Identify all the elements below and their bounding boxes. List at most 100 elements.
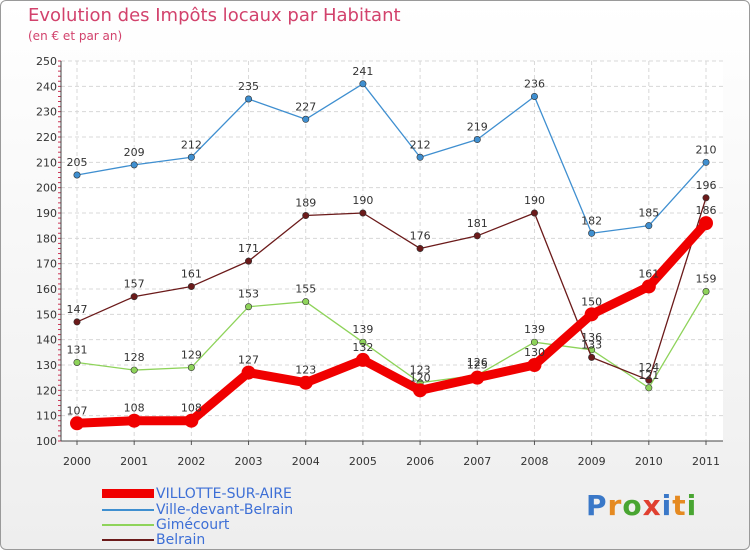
data-point bbox=[302, 115, 310, 123]
y-tick-label: 220 bbox=[36, 131, 57, 144]
data-point bbox=[245, 303, 253, 311]
data-label: 189 bbox=[295, 197, 316, 210]
y-tick-label: 120 bbox=[36, 384, 57, 397]
data-label: 161 bbox=[638, 267, 659, 280]
data-point bbox=[302, 212, 310, 220]
y-tick-label: 170 bbox=[36, 258, 57, 271]
logo-letter: t bbox=[672, 489, 687, 522]
data-point bbox=[702, 158, 710, 166]
data-point bbox=[641, 279, 656, 294]
x-tick-label: 2001 bbox=[120, 455, 148, 468]
data-label: 185 bbox=[638, 207, 659, 220]
data-point bbox=[473, 232, 481, 240]
logo-letter: o bbox=[622, 489, 643, 522]
chart-title: Evolution des Impôts locaux par Habitant bbox=[28, 5, 401, 26]
data-label: 227 bbox=[295, 100, 316, 113]
data-point bbox=[184, 413, 199, 428]
legend-label: Belrain bbox=[156, 531, 206, 548]
data-label: 108 bbox=[181, 402, 202, 415]
data-label: 150 bbox=[581, 295, 602, 308]
x-tick-label: 2005 bbox=[349, 455, 377, 468]
data-label: 182 bbox=[581, 214, 602, 227]
data-point bbox=[70, 416, 84, 431]
data-point bbox=[298, 375, 313, 390]
data-point bbox=[645, 376, 653, 384]
data-label: 212 bbox=[181, 138, 202, 151]
y-tick-label: 100 bbox=[36, 435, 57, 448]
data-label: 210 bbox=[696, 143, 717, 156]
data-label: 123 bbox=[295, 364, 316, 377]
data-label: 176 bbox=[410, 229, 431, 242]
y-tick-label: 210 bbox=[36, 156, 57, 169]
data-label: 181 bbox=[467, 217, 488, 230]
data-point bbox=[473, 136, 481, 144]
y-tick-label: 130 bbox=[36, 359, 57, 372]
x-tick-label: 2002 bbox=[177, 455, 205, 468]
data-label: 139 bbox=[524, 323, 545, 336]
x-tick-label: 2000 bbox=[63, 455, 91, 468]
series-line-2 bbox=[76, 290, 707, 389]
data-point bbox=[645, 384, 653, 392]
data-label: 131 bbox=[67, 343, 88, 356]
data-point bbox=[245, 95, 253, 103]
data-label: 120 bbox=[410, 371, 431, 384]
x-tick-label: 2006 bbox=[406, 455, 434, 468]
y-tick-label: 140 bbox=[36, 334, 57, 347]
data-label: 209 bbox=[124, 146, 145, 159]
logo-letter: r bbox=[607, 489, 623, 522]
legend-item: VILLOTTE-SUR-AIRE bbox=[102, 486, 292, 502]
data-label: 157 bbox=[124, 278, 145, 291]
data-point bbox=[416, 153, 424, 161]
data-point bbox=[702, 194, 710, 202]
chart-subtitle: (en € et par an) bbox=[28, 29, 123, 43]
data-point bbox=[187, 282, 195, 290]
logo-letter: x bbox=[642, 489, 662, 522]
y-tick-label: 160 bbox=[36, 283, 57, 296]
data-point bbox=[530, 92, 538, 100]
data-point bbox=[127, 413, 142, 428]
data-label: 124 bbox=[638, 361, 659, 374]
data-point bbox=[527, 358, 542, 372]
x-tick-label: 2007 bbox=[463, 455, 491, 468]
plot-area bbox=[61, 61, 723, 441]
x-tick-label: 2004 bbox=[292, 455, 320, 468]
data-label: 219 bbox=[467, 121, 488, 134]
data-point bbox=[702, 288, 710, 296]
data-label: 107 bbox=[67, 404, 88, 417]
x-tick-label: 2011 bbox=[692, 455, 720, 468]
y-tick-label: 190 bbox=[36, 207, 57, 220]
data-point bbox=[645, 222, 653, 230]
legend-swatch bbox=[102, 489, 154, 498]
data-point bbox=[413, 383, 428, 398]
data-label: 121 bbox=[638, 369, 659, 382]
data-point bbox=[73, 358, 81, 366]
data-point bbox=[73, 318, 81, 326]
data-point bbox=[130, 366, 138, 374]
y-tick-label: 230 bbox=[36, 106, 57, 119]
y-tick-label: 200 bbox=[36, 182, 57, 195]
data-point bbox=[355, 352, 370, 367]
data-label: 159 bbox=[696, 273, 717, 286]
data-point bbox=[530, 338, 538, 346]
data-point bbox=[588, 353, 596, 361]
legend-label: Ville-devant-Belrain bbox=[156, 501, 294, 518]
data-label: 108 bbox=[124, 402, 145, 415]
x-tick-label: 2010 bbox=[635, 455, 663, 468]
data-label: 132 bbox=[352, 341, 373, 354]
data-label: 127 bbox=[238, 354, 259, 367]
data-point bbox=[130, 293, 138, 301]
data-label: 139 bbox=[352, 323, 373, 336]
data-label: 133 bbox=[581, 338, 602, 351]
legend-swatch bbox=[102, 523, 154, 526]
series-line-0 bbox=[72, 218, 711, 428]
y-tick-label: 180 bbox=[36, 232, 57, 245]
data-label: 205 bbox=[67, 156, 88, 169]
data-label: 125 bbox=[467, 359, 488, 372]
y-tick-label: 110 bbox=[36, 410, 57, 423]
data-label: 128 bbox=[124, 351, 145, 364]
series-line-3 bbox=[76, 197, 707, 381]
data-label: 153 bbox=[238, 288, 259, 301]
logo-letter: i bbox=[686, 489, 698, 522]
